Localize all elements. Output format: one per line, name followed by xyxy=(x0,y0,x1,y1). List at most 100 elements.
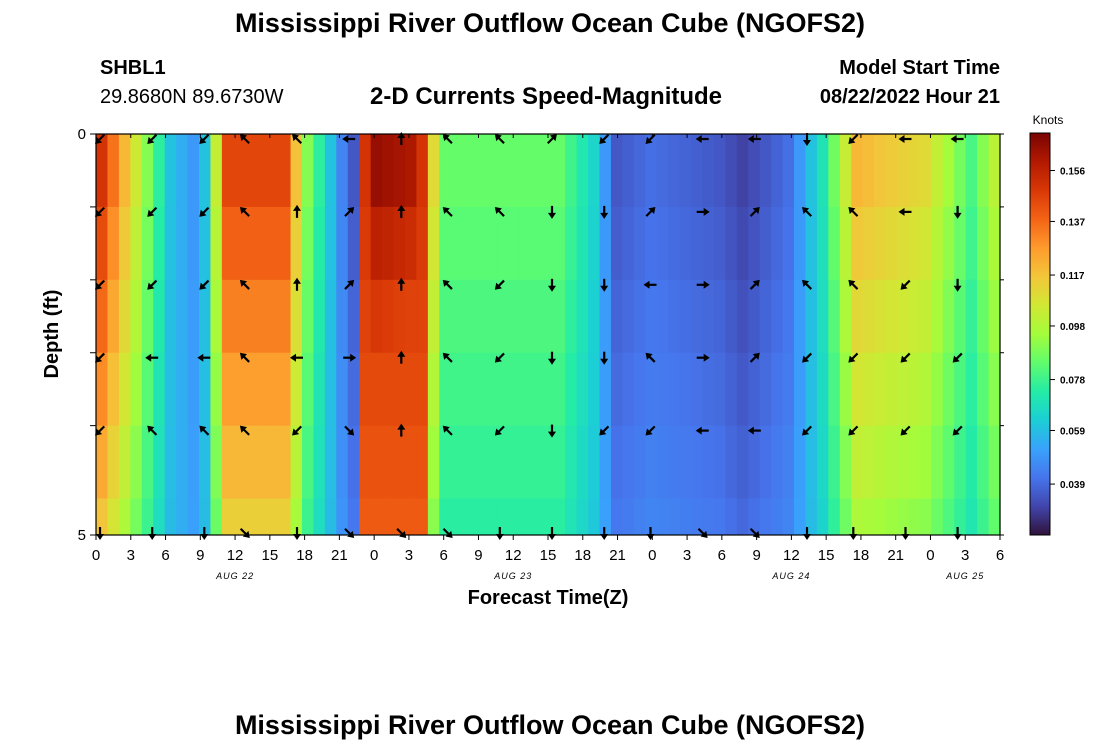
heatmap-cell xyxy=(610,206,623,281)
heatmap-cell xyxy=(897,425,910,499)
current-arrow xyxy=(494,134,505,145)
heatmap-cell xyxy=(485,279,498,354)
current-arrow xyxy=(442,425,453,436)
heatmap-cell xyxy=(279,425,292,499)
current-arrow xyxy=(147,425,158,436)
heatmap-cell xyxy=(702,352,715,427)
x-tick-label: 6 xyxy=(440,547,448,564)
heatmap-cells xyxy=(96,134,1001,536)
heatmap-cell xyxy=(771,352,784,427)
colorbar-ticks: 0.156 0.137 0.117 0.098 0.078 0.059 0.039 xyxy=(1050,167,1085,491)
heatmap-cell xyxy=(542,279,555,354)
current-arrow xyxy=(953,278,962,292)
x-tick-label: 12 xyxy=(783,547,800,564)
heatmap-cell xyxy=(748,425,761,499)
heatmap-cell xyxy=(782,425,795,499)
date-label: AUG 25 xyxy=(945,571,984,581)
heatmap-cell xyxy=(862,425,875,499)
heatmap-cell xyxy=(794,498,807,536)
heatmap-cell xyxy=(782,498,795,536)
heatmap-cell xyxy=(347,425,360,499)
heatmap-cell xyxy=(977,134,990,208)
heatmap-cell xyxy=(370,352,383,427)
current-arrow xyxy=(239,425,250,436)
heatmap-cell xyxy=(816,425,829,499)
heatmap-cell xyxy=(553,206,566,281)
heatmap-cell xyxy=(244,206,257,281)
heatmap-cell xyxy=(691,498,704,536)
current-arrow xyxy=(695,135,709,143)
date-label: AUG 22 xyxy=(215,571,254,581)
heatmap-cell xyxy=(668,206,681,281)
heatmap-cell xyxy=(977,498,990,536)
heatmap-cell xyxy=(816,134,829,208)
heatmap-cell xyxy=(462,352,475,427)
current-arrow xyxy=(848,133,859,144)
heatmap-cell xyxy=(473,498,486,536)
heatmap-cell xyxy=(759,279,772,354)
heatmap-cell xyxy=(645,134,658,208)
colorbar xyxy=(1029,132,1051,536)
heatmap-cell xyxy=(130,425,143,499)
heatmap-cell xyxy=(599,498,612,536)
heatmap-cell xyxy=(862,279,875,354)
heatmap-cell xyxy=(565,206,578,281)
heatmap-cell xyxy=(839,134,852,208)
heatmap-cell xyxy=(450,425,463,499)
current-arrow xyxy=(749,206,760,217)
heatmap-cell xyxy=(588,425,601,499)
heatmap-cell xyxy=(382,498,395,536)
heatmap-cell xyxy=(656,279,669,354)
current-arrow xyxy=(599,133,610,144)
heatmap-cell xyxy=(874,352,887,427)
heatmap-cell xyxy=(988,206,1001,281)
heatmap-cell xyxy=(691,206,704,281)
heatmap-cell xyxy=(290,425,303,499)
current-arrow xyxy=(494,352,505,363)
heatmap-cell xyxy=(794,206,807,281)
heatmap-cell xyxy=(748,134,761,208)
colorbar-tick-label: 0.137 xyxy=(1060,217,1085,228)
heatmap-cell xyxy=(633,352,646,427)
heatmap-cell xyxy=(473,134,486,208)
y-axis-label: Depth (ft) xyxy=(41,290,63,379)
x-axis-label: Forecast Time(Z) xyxy=(468,587,629,609)
heatmap-cell xyxy=(393,279,406,354)
heatmap-cell xyxy=(507,425,520,499)
heatmap-cell xyxy=(954,206,967,281)
current-arrow xyxy=(952,352,963,363)
heatmap-cell xyxy=(164,498,177,536)
heatmap-cell xyxy=(919,352,932,427)
heatmap-cell xyxy=(919,279,932,354)
heatmap-cell xyxy=(599,279,612,354)
heatmap-cell xyxy=(828,206,841,281)
current-arrow xyxy=(344,425,355,436)
heatmap-cell xyxy=(782,279,795,354)
current-arrow xyxy=(290,353,303,362)
heatmap-cell xyxy=(359,425,372,499)
heatmap-cell xyxy=(244,279,257,354)
heatmap-cell xyxy=(885,425,898,499)
heatmap-cell xyxy=(473,352,486,427)
heatmap-cell xyxy=(279,134,292,208)
heatmap-cell xyxy=(656,498,669,536)
x-tick-label: 6 xyxy=(996,547,1004,564)
heatmap-cell xyxy=(336,498,349,536)
heatmap-cell xyxy=(759,425,772,499)
current-arrow xyxy=(548,351,556,365)
current-arrow xyxy=(600,278,609,292)
heatmap-cell xyxy=(267,352,280,427)
heatmap-cell xyxy=(187,134,200,208)
heatmap-cell xyxy=(828,352,841,427)
heatmap-cell xyxy=(977,206,990,281)
current-arrow xyxy=(900,279,911,290)
current-arrow xyxy=(848,425,859,436)
current-arrow xyxy=(546,134,557,145)
heatmap-cell xyxy=(370,498,383,536)
x-tick-label: 12 xyxy=(505,547,522,564)
heatmap-cell xyxy=(874,134,887,208)
x-tick-label: 9 xyxy=(474,547,482,564)
current-arrow xyxy=(953,205,962,219)
heatmap-cell xyxy=(153,134,166,208)
heatmap-cell xyxy=(485,498,498,536)
